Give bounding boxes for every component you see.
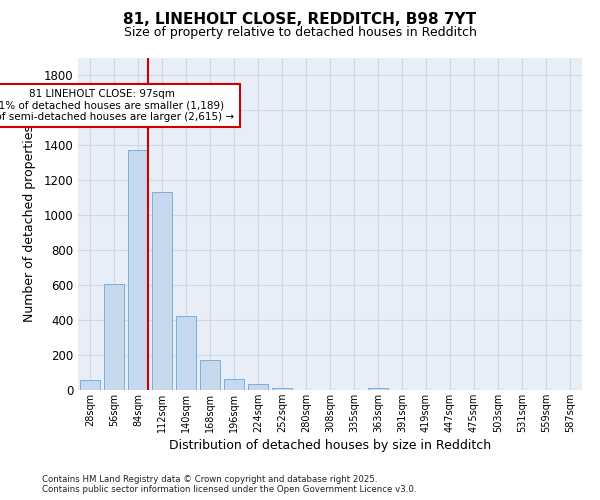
Bar — [128, 150, 148, 390]
Bar — [80, 380, 100, 390]
Text: 81, LINEHOLT CLOSE, REDDITCH, B98 7YT: 81, LINEHOLT CLOSE, REDDITCH, B98 7YT — [124, 12, 476, 28]
Bar — [152, 192, 172, 390]
Text: Size of property relative to detached houses in Redditch: Size of property relative to detached ho… — [124, 26, 476, 39]
Bar — [224, 378, 244, 390]
Bar — [272, 388, 292, 390]
Text: Contains HM Land Registry data © Crown copyright and database right 2025.
Contai: Contains HM Land Registry data © Crown c… — [42, 474, 416, 494]
Bar — [176, 316, 196, 390]
Bar — [104, 284, 124, 390]
Y-axis label: Number of detached properties: Number of detached properties — [23, 125, 37, 322]
Text: 81 LINEHOLT CLOSE: 97sqm
← 31% of detached houses are smaller (1,189)
68% of sem: 81 LINEHOLT CLOSE: 97sqm ← 31% of detach… — [0, 89, 235, 122]
Bar — [248, 384, 268, 390]
Bar — [200, 360, 220, 390]
Bar — [368, 388, 388, 390]
X-axis label: Distribution of detached houses by size in Redditch: Distribution of detached houses by size … — [169, 439, 491, 452]
